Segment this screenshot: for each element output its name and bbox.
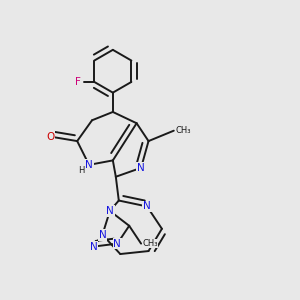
Text: N: N [85, 160, 93, 170]
Text: F: F [75, 77, 81, 87]
Text: CH₃: CH₃ [142, 239, 158, 248]
Text: CH₃: CH₃ [175, 126, 191, 135]
Text: N: N [113, 238, 121, 249]
Text: N: N [90, 242, 98, 252]
Text: N: N [99, 230, 106, 240]
Text: O: O [46, 132, 55, 142]
Text: N: N [143, 202, 151, 212]
Text: H: H [79, 166, 85, 175]
Text: N: N [106, 206, 114, 216]
Text: N: N [137, 163, 145, 173]
